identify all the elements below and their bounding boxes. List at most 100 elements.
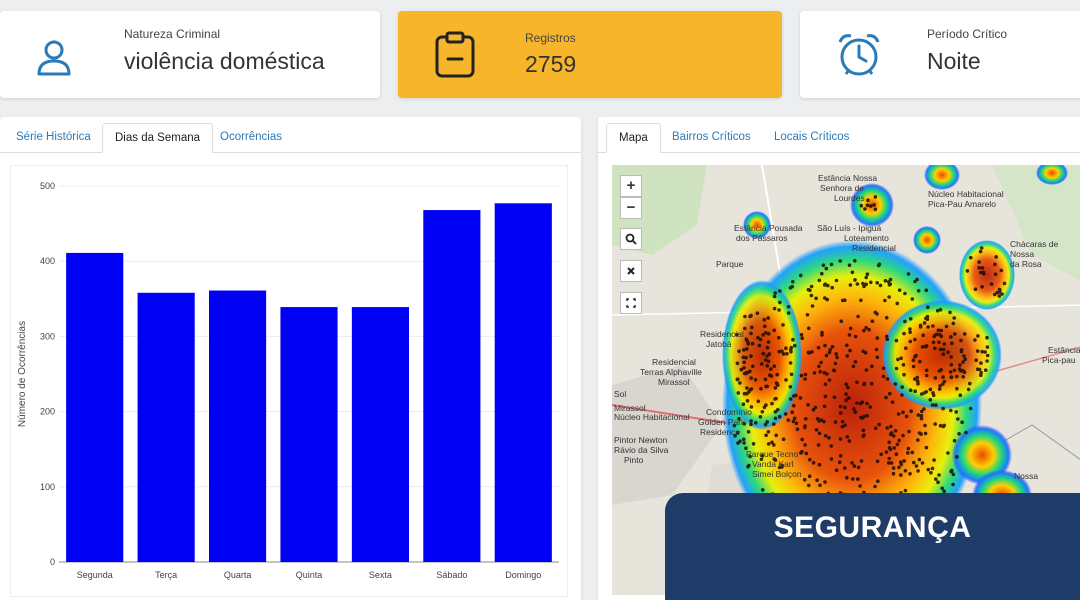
incident-dot	[788, 385, 793, 389]
incident-dot	[938, 307, 943, 312]
incident-dot	[936, 480, 940, 485]
incident-dot	[850, 270, 855, 275]
incident-dot	[789, 350, 793, 354]
map-search-button[interactable]	[620, 228, 642, 250]
incident-dot	[791, 279, 795, 284]
incident-dot	[883, 279, 888, 283]
zoom-out-button[interactable]: −	[620, 197, 642, 219]
map-label: São Luís - Ipiguá	[817, 223, 882, 233]
incident-dot	[887, 456, 892, 461]
incident-dot	[855, 282, 860, 286]
incident-dot	[791, 419, 796, 424]
incident-dot	[745, 386, 749, 390]
search-icon	[625, 233, 637, 245]
bar-sábado[interactable]	[423, 210, 481, 562]
incident-dot	[899, 356, 903, 360]
card-value: violência doméstica	[124, 48, 325, 74]
incident-dot	[770, 401, 774, 406]
incident-dot	[788, 397, 793, 401]
incident-dot	[853, 334, 858, 339]
incident-dot	[908, 472, 912, 476]
incident-dot	[949, 363, 954, 367]
incident-dot	[932, 458, 936, 462]
tab-ocorrencias[interactable]: Ocorrências	[220, 131, 282, 143]
incident-dot	[766, 340, 771, 344]
incident-dot	[840, 419, 845, 424]
bar-segunda[interactable]	[66, 252, 124, 562]
map-label: Mirassol	[614, 403, 646, 413]
map-fullscreen-button[interactable]	[620, 292, 642, 314]
incident-dot	[772, 294, 777, 299]
incident-dot	[865, 272, 870, 276]
zoom-in-button[interactable]: +	[620, 175, 642, 197]
tab-bairros-criticos[interactable]: Bairros Críticos	[672, 131, 751, 143]
incident-dot	[946, 350, 950, 354]
incident-dot	[761, 333, 765, 337]
incident-dot	[795, 427, 800, 432]
incident-dot	[823, 296, 827, 300]
incident-dot	[744, 355, 748, 360]
incident-dot	[911, 364, 916, 369]
incident-dot	[766, 331, 771, 336]
incident-dot	[917, 431, 922, 435]
incident-dot	[879, 452, 883, 457]
incident-dot	[940, 486, 944, 491]
incident-dot	[938, 384, 942, 388]
bar-quinta[interactable]	[280, 307, 338, 562]
incident-dot	[742, 441, 746, 445]
incident-dot	[934, 332, 939, 337]
incident-dot	[786, 418, 791, 422]
incident-dot	[973, 287, 978, 291]
tab-serie-historica[interactable]: Série Histórica	[16, 131, 91, 143]
incident-dot	[884, 315, 889, 320]
incident-dot	[811, 408, 816, 412]
incident-dot	[903, 488, 908, 493]
incident-dot	[806, 403, 810, 407]
incident-dot	[934, 403, 938, 407]
incident-dot	[810, 304, 815, 308]
incident-dot	[843, 423, 847, 428]
incident-dot	[756, 336, 760, 340]
incident-dot	[916, 469, 920, 473]
incident-dot	[942, 423, 946, 428]
incident-dot	[961, 360, 965, 364]
map-label: Pintor Newton	[614, 435, 668, 445]
incident-dot	[883, 298, 887, 303]
map-clear-button[interactable]	[620, 260, 642, 282]
incident-dot	[811, 461, 816, 465]
incident-dot	[736, 377, 740, 381]
y-tick-label: 300	[40, 331, 55, 341]
tab-locais-criticos[interactable]: Locais Críticos	[774, 131, 850, 143]
bar-sexta[interactable]	[351, 307, 409, 562]
incident-dot	[744, 446, 748, 451]
incident-dot	[838, 404, 843, 409]
tab-dias-da-semana[interactable]: Dias da Semana	[102, 123, 214, 153]
map-label: Mirassol	[658, 377, 690, 387]
incident-dot	[853, 259, 857, 263]
incident-dot	[770, 440, 774, 445]
incident-dot	[1000, 292, 1004, 296]
bar-terça[interactable]	[137, 292, 195, 562]
incident-dot	[830, 285, 834, 290]
incident-dot	[826, 283, 830, 288]
bar-domingo[interactable]	[494, 203, 552, 562]
incident-dot	[817, 462, 822, 467]
incident-dot	[966, 387, 971, 392]
incident-dot	[820, 330, 824, 335]
incident-dot	[889, 461, 894, 465]
incident-dot	[985, 335, 989, 340]
tab-mapa[interactable]: Mapa	[606, 123, 661, 153]
incident-dot	[799, 332, 804, 337]
incident-dot	[784, 346, 788, 350]
incident-dot	[875, 281, 879, 285]
incident-dot	[902, 459, 906, 463]
incident-dot	[920, 345, 925, 349]
incident-dot	[989, 282, 994, 286]
incident-dot	[737, 416, 741, 421]
incident-dot	[980, 266, 985, 270]
incident-dot	[744, 337, 749, 341]
incident-dot	[918, 325, 923, 329]
incident-dot	[925, 314, 930, 319]
bar-quarta[interactable]	[209, 290, 267, 562]
incident-dot	[899, 460, 903, 465]
